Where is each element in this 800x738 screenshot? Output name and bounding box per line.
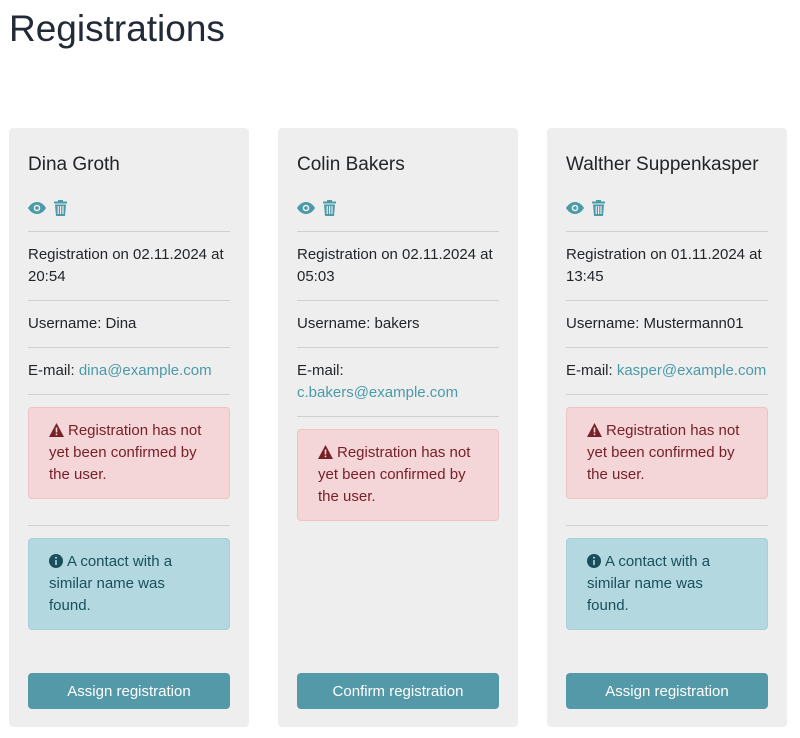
registration-card: Walther Suppenkasper Registration on 01.… — [547, 128, 787, 727]
trash-icon[interactable] — [54, 200, 67, 216]
info-text: A contact with a similar name was found. — [587, 553, 711, 614]
assign-registration-button[interactable]: Assign registration — [28, 673, 230, 709]
info-circle-icon — [587, 553, 605, 570]
email-link[interactable]: dina@example.com — [78, 362, 212, 379]
divider — [566, 300, 768, 301]
info-alert: A contact with a similar name was found. — [566, 538, 768, 630]
registration-date: Registration on 02.11.2024 at 05:03 — [297, 231, 499, 300]
info-text: A contact with a similar name was found. — [49, 553, 173, 614]
exclamation-triangle-icon — [318, 444, 337, 461]
email-link[interactable]: kasper@example.com — [616, 362, 767, 379]
username: Username: Dina — [28, 315, 137, 332]
registration-card: Colin Bakers Registration on 02.11.2024 … — [278, 128, 518, 727]
assign-registration-button[interactable]: Assign registration — [566, 673, 768, 709]
trash-icon[interactable] — [592, 200, 605, 216]
eye-icon[interactable] — [28, 202, 46, 214]
username: Username: Mustermann01 — [566, 315, 744, 332]
exclamation-triangle-icon — [587, 422, 606, 439]
registration-date: Registration on 01.11.2024 at 13:45 — [566, 231, 768, 300]
page-title: Registrations — [9, 8, 225, 49]
divider — [566, 394, 768, 395]
email-row: E-mail: c.bakers@example.com — [297, 348, 499, 416]
info-circle-icon — [49, 553, 67, 570]
registration-card: Dina Groth Registration on 02.11.2024 at… — [9, 128, 249, 727]
contact-name: Colin Bakers — [297, 154, 405, 175]
email-link[interactable]: c.bakers@example.com — [297, 384, 459, 401]
warning-alert: Registration has not yet been confirmed … — [28, 407, 230, 499]
email-label: E-mail: — [28, 362, 75, 379]
email-row: E-mail: dina@example.com — [28, 348, 230, 394]
divider — [28, 394, 230, 395]
warning-text: Registration has not yet been confirmed … — [318, 444, 471, 505]
divider — [297, 416, 499, 417]
info-alert: A contact with a similar name was found. — [28, 538, 230, 630]
confirm-registration-button[interactable]: Confirm registration — [297, 673, 499, 709]
trash-icon[interactable] — [323, 200, 336, 216]
divider — [566, 347, 768, 348]
eye-icon[interactable] — [297, 202, 315, 214]
email-row: E-mail: kasper@example.com — [566, 348, 768, 394]
divider — [28, 347, 230, 348]
exclamation-triangle-icon — [49, 422, 68, 439]
divider — [566, 525, 768, 526]
eye-icon[interactable] — [566, 202, 584, 214]
divider — [28, 525, 230, 526]
contact-name: Dina Groth — [28, 154, 120, 175]
registration-date: Registration on 02.11.2024 at 20:54 — [28, 231, 230, 300]
email-label: E-mail: — [297, 362, 344, 379]
divider — [297, 300, 499, 301]
warning-alert: Registration has not yet been confirmed … — [566, 407, 768, 499]
divider — [297, 347, 499, 348]
warning-text: Registration has not yet been confirmed … — [49, 422, 202, 483]
email-label: E-mail: — [566, 362, 613, 379]
username: Username: bakers — [297, 315, 420, 332]
contact-name: Walther Suppenkasper — [566, 154, 759, 175]
divider — [28, 300, 230, 301]
warning-alert: Registration has not yet been confirmed … — [297, 429, 499, 521]
warning-text: Registration has not yet been confirmed … — [587, 422, 740, 483]
